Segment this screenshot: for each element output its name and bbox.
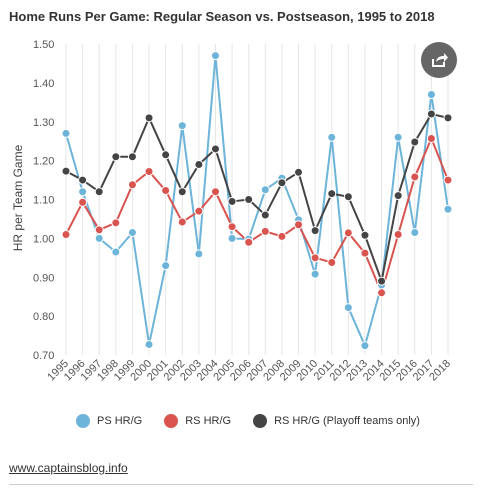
- data-point[interactable]: [426, 109, 436, 119]
- data-point[interactable]: [244, 195, 254, 204]
- data-point[interactable]: [310, 226, 320, 236]
- data-point[interactable]: [244, 237, 254, 247]
- data-point[interactable]: [161, 261, 171, 271]
- legend-label: RS HR/G (Playoff teams only): [274, 415, 420, 427]
- footer-divider: [9, 484, 473, 485]
- data-point[interactable]: [343, 228, 353, 238]
- data-point[interactable]: [410, 172, 420, 182]
- data-point[interactable]: [360, 248, 370, 258]
- data-point[interactable]: [310, 253, 320, 263]
- data-point[interactable]: [343, 192, 353, 202]
- chart-legend: PS HR/G RS HR/G RS HR/G (Playoff teams o…: [76, 414, 420, 428]
- data-point[interactable]: [61, 166, 71, 176]
- data-point[interactable]: [360, 341, 370, 351]
- x-axis: 1995199619971998199920002001200220032004…: [45, 358, 453, 384]
- data-point[interactable]: [260, 226, 270, 236]
- data-point[interactable]: [260, 185, 270, 195]
- chart-series: [61, 51, 453, 351]
- data-point[interactable]: [111, 247, 121, 257]
- data-point[interactable]: [78, 175, 88, 185]
- data-point[interactable]: [410, 228, 420, 238]
- data-point[interactable]: [210, 187, 220, 197]
- data-point[interactable]: [310, 269, 320, 279]
- data-point[interactable]: [393, 132, 403, 142]
- y-tick-label: 1.10: [33, 195, 54, 207]
- y-tick-label: 0.70: [33, 350, 54, 362]
- data-point[interactable]: [327, 132, 337, 142]
- data-point[interactable]: [277, 178, 287, 188]
- y-tick-label: 1.40: [33, 78, 54, 90]
- y-tick-label: 0.80: [33, 311, 54, 323]
- data-point[interactable]: [194, 249, 204, 259]
- legend-swatch: [164, 414, 179, 428]
- data-point[interactable]: [426, 90, 436, 100]
- data-point[interactable]: [377, 276, 387, 286]
- data-point[interactable]: [294, 220, 304, 230]
- data-point[interactable]: [360, 230, 370, 240]
- y-axis: 0.70 0.80 0.90 1.00 1.10 1.20 1.30 1.40 1.50: [33, 39, 54, 362]
- data-point[interactable]: [61, 128, 71, 138]
- data-point[interactable]: [227, 222, 237, 232]
- y-tick-label: 0.90: [33, 272, 54, 284]
- legend-label: PS HR/G: [97, 415, 143, 427]
- y-tick-label: 1.50: [33, 39, 54, 51]
- data-point[interactable]: [94, 233, 104, 243]
- data-point[interactable]: [443, 175, 453, 185]
- data-point[interactable]: [210, 51, 220, 61]
- data-point[interactable]: [260, 210, 270, 220]
- data-point[interactable]: [127, 228, 137, 238]
- chart-title: Home Runs Per Game: Regular Season vs. P…: [9, 9, 435, 24]
- data-point[interactable]: [410, 137, 420, 147]
- y-tick-label: 1.00: [33, 233, 54, 245]
- data-point[interactable]: [61, 229, 71, 239]
- data-point[interactable]: [144, 167, 154, 177]
- legend-swatch: [76, 414, 90, 428]
- data-point[interactable]: [393, 191, 403, 201]
- data-point[interactable]: [94, 187, 104, 197]
- y-tick-label: 1.20: [33, 156, 54, 168]
- data-point[interactable]: [111, 218, 121, 228]
- data-point[interactable]: [161, 150, 171, 160]
- data-point[interactable]: [78, 197, 88, 207]
- data-point[interactable]: [443, 113, 453, 123]
- source-link[interactable]: www.captainsblog.info: [9, 461, 128, 475]
- data-point[interactable]: [327, 257, 337, 267]
- legend-item-rs-playoff[interactable]: RS HR/G (Playoff teams only): [253, 414, 420, 428]
- share-icon: [432, 53, 448, 67]
- data-point[interactable]: [294, 167, 304, 177]
- y-tick-label: 1.30: [33, 117, 54, 129]
- chart: 0.70 0.80 0.90 1.00 1.10 1.20 1.30 1.40 1.50 199…: [11, 39, 453, 384]
- series-line: [65, 55, 449, 349]
- legend-swatch: [253, 414, 268, 428]
- data-point[interactable]: [127, 152, 137, 162]
- data-point[interactable]: [194, 160, 204, 170]
- share-button[interactable]: [421, 42, 457, 78]
- data-point[interactable]: [277, 231, 287, 241]
- data-point[interactable]: [393, 229, 403, 239]
- data-point[interactable]: [210, 144, 220, 154]
- chart-grid: [65, 44, 449, 355]
- data-point[interactable]: [377, 288, 387, 298]
- data-point[interactable]: [194, 206, 204, 216]
- legend-item-ps[interactable]: PS HR/G: [76, 414, 142, 428]
- data-point[interactable]: [78, 187, 88, 197]
- data-point[interactable]: [127, 180, 137, 190]
- data-point[interactable]: [94, 225, 104, 235]
- legend-item-rs[interactable]: RS HR/G: [164, 414, 231, 428]
- data-point[interactable]: [177, 217, 187, 227]
- y-axis-label: HR per Team Game: [11, 144, 25, 251]
- legend-label: RS HR/G: [185, 415, 232, 427]
- data-point[interactable]: [177, 121, 187, 131]
- data-point[interactable]: [343, 303, 353, 313]
- data-point[interactable]: [426, 133, 436, 143]
- data-point[interactable]: [144, 113, 154, 123]
- data-point[interactable]: [161, 186, 171, 196]
- data-point[interactable]: [227, 233, 237, 243]
- data-point[interactable]: [227, 196, 237, 206]
- data-point[interactable]: [177, 187, 187, 197]
- data-point[interactable]: [443, 204, 453, 214]
- data-point[interactable]: [111, 152, 121, 162]
- data-point[interactable]: [144, 340, 154, 350]
- data-point[interactable]: [327, 189, 337, 199]
